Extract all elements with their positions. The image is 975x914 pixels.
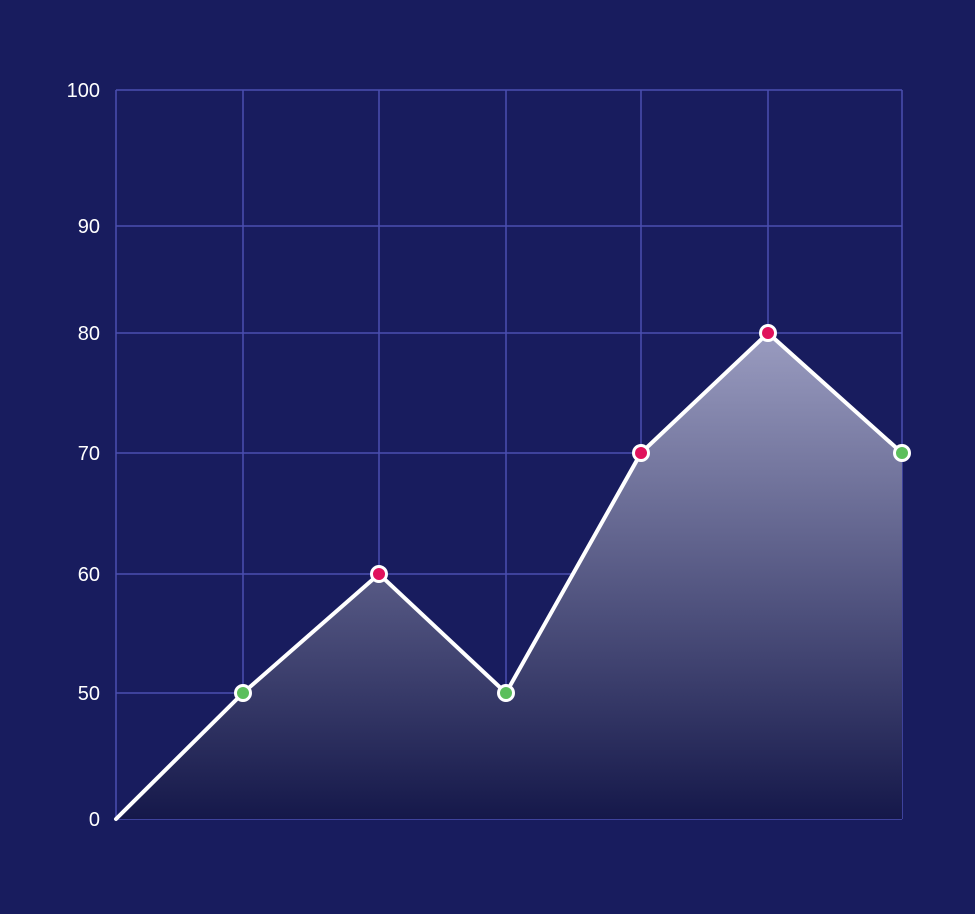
y-tick-label: 70 xyxy=(78,443,100,465)
area-fill-layer xyxy=(116,333,902,819)
data-point-low[interactable] xyxy=(893,444,911,462)
y-tick-label: 0 xyxy=(89,809,100,831)
data-point-high[interactable] xyxy=(759,324,777,342)
data-points xyxy=(234,324,911,702)
area-fill xyxy=(116,333,902,819)
y-tick-label: 80 xyxy=(78,323,100,345)
y-axis-tick-labels: 0 50 60 70 80 90 100 xyxy=(67,80,100,831)
data-point-low[interactable] xyxy=(234,684,252,702)
data-point-high[interactable] xyxy=(632,444,650,462)
y-tick-label: 60 xyxy=(78,564,100,586)
y-tick-label: 90 xyxy=(78,216,100,238)
data-point-low[interactable] xyxy=(497,684,515,702)
y-tick-label: 50 xyxy=(78,683,100,705)
data-point-high[interactable] xyxy=(370,565,388,583)
y-tick-label: 100 xyxy=(67,80,100,102)
